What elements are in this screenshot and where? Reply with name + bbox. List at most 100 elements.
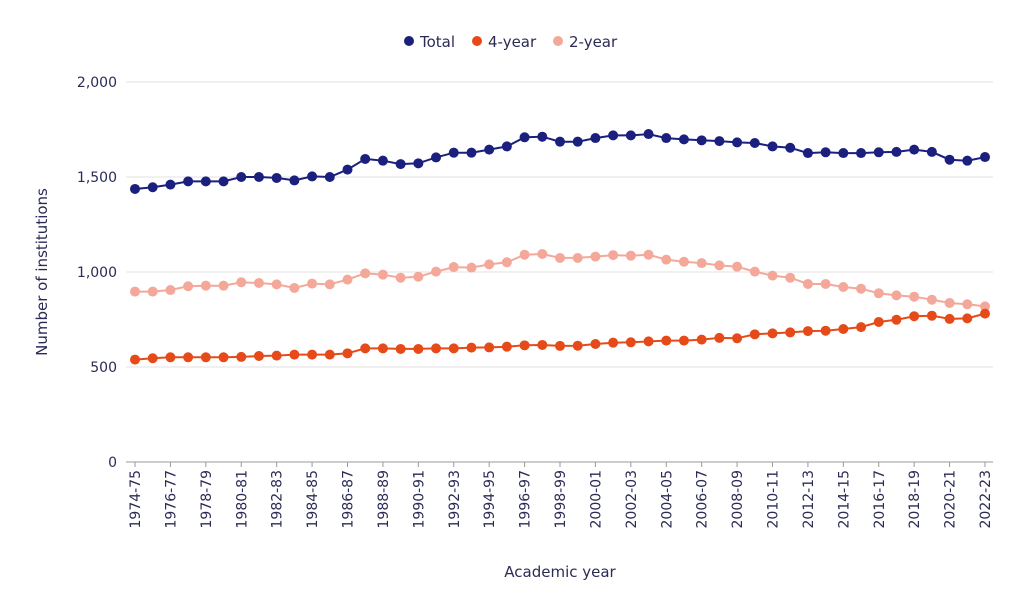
data-point	[484, 259, 495, 270]
x-tick-label: 1982-83	[270, 470, 286, 529]
data-point	[448, 147, 459, 158]
data-point	[980, 301, 990, 312]
data-point	[625, 250, 636, 261]
data-point	[413, 158, 424, 169]
data-point	[891, 314, 902, 325]
data-point	[555, 252, 565, 263]
data-point	[980, 152, 990, 163]
data-point	[891, 290, 902, 301]
data-point	[696, 258, 707, 269]
x-tick-label: 2008-09	[730, 470, 746, 529]
x-tick-label: 2004-05	[659, 470, 675, 529]
data-point	[980, 308, 990, 319]
data-point	[519, 132, 530, 143]
data-point	[732, 333, 743, 344]
data-point	[431, 152, 442, 163]
data-point	[944, 297, 955, 308]
data-point	[448, 262, 459, 273]
data-point	[749, 137, 760, 148]
data-point	[643, 249, 654, 260]
data-point	[820, 147, 831, 158]
series-total	[130, 129, 990, 194]
data-point	[537, 131, 548, 142]
data-point	[537, 248, 548, 259]
data-point	[183, 281, 194, 292]
legend-marker	[472, 36, 482, 46]
legend-item-total: Total	[404, 33, 455, 51]
data-point	[501, 257, 512, 268]
x-tick-label: 1974-75	[128, 470, 144, 529]
series-2-year	[130, 248, 990, 312]
y-tick-label: 1,500	[77, 170, 117, 186]
data-point	[856, 322, 867, 333]
data-point	[572, 340, 583, 351]
data-point	[891, 146, 902, 157]
data-point	[661, 254, 672, 265]
data-point	[714, 332, 725, 343]
x-tick-label: 1996-97	[518, 470, 534, 529]
x-axis-ticks: 1974-75 1976-77 1978-79 1980-81 1982-83 1984-…	[128, 462, 994, 529]
data-point	[147, 286, 158, 297]
y-axis-title: Number of institutions	[33, 188, 51, 356]
x-tick-label: 2006-07	[695, 470, 711, 529]
data-point	[714, 260, 725, 271]
data-point	[466, 147, 477, 158]
data-point	[962, 299, 973, 310]
data-point	[856, 283, 867, 294]
data-point	[873, 288, 884, 299]
legend-marker	[404, 36, 414, 46]
data-point	[749, 329, 760, 340]
data-point	[572, 252, 583, 263]
data-point	[253, 172, 264, 182]
data-point	[749, 266, 760, 277]
legend-item-4-year: 4-year	[472, 33, 537, 51]
data-point	[926, 310, 937, 321]
data-point	[696, 135, 707, 146]
series-4-year	[130, 308, 990, 365]
x-tick-label: 2002-03	[624, 470, 640, 529]
y-axis-ticks: 0 500 1,000 1,500 2,000	[77, 75, 117, 471]
data-point	[873, 147, 884, 158]
x-tick-label: 2018-19	[907, 470, 923, 529]
data-point	[360, 153, 371, 164]
data-point	[590, 251, 601, 262]
data-point	[271, 350, 282, 361]
data-point	[324, 349, 335, 360]
data-point	[360, 343, 371, 354]
data-point	[342, 348, 353, 359]
data-point	[519, 249, 530, 260]
legend-label: 4-year	[488, 33, 537, 51]
data-point	[555, 340, 565, 351]
data-point	[537, 339, 548, 350]
x-tick-label: 1998-99	[553, 470, 569, 529]
data-point	[130, 286, 140, 297]
data-point	[183, 352, 194, 363]
data-point	[501, 341, 512, 352]
legend: Total 4-year 2-year	[404, 33, 618, 51]
data-point	[678, 256, 689, 267]
data-point	[501, 141, 512, 152]
data-point	[413, 343, 424, 354]
data-point	[236, 351, 247, 362]
data-point	[661, 335, 672, 346]
data-point	[926, 294, 937, 305]
data-point	[377, 343, 388, 354]
data-point	[271, 172, 282, 183]
data-point	[732, 137, 743, 148]
x-tick-label: 2022-23	[978, 470, 994, 529]
data-point	[608, 250, 619, 261]
data-point	[838, 324, 849, 334]
data-point	[200, 352, 211, 363]
x-tick-label: 1994-95	[482, 470, 498, 529]
x-tick-label: 2016-17	[872, 470, 888, 529]
data-point	[820, 278, 831, 289]
data-point	[820, 325, 831, 336]
data-point	[253, 350, 264, 361]
data-point	[466, 262, 477, 273]
data-point	[165, 285, 176, 296]
data-point	[307, 278, 318, 289]
data-point	[767, 328, 778, 339]
x-tick-label: 2012-13	[801, 470, 817, 529]
data-point	[289, 349, 300, 360]
